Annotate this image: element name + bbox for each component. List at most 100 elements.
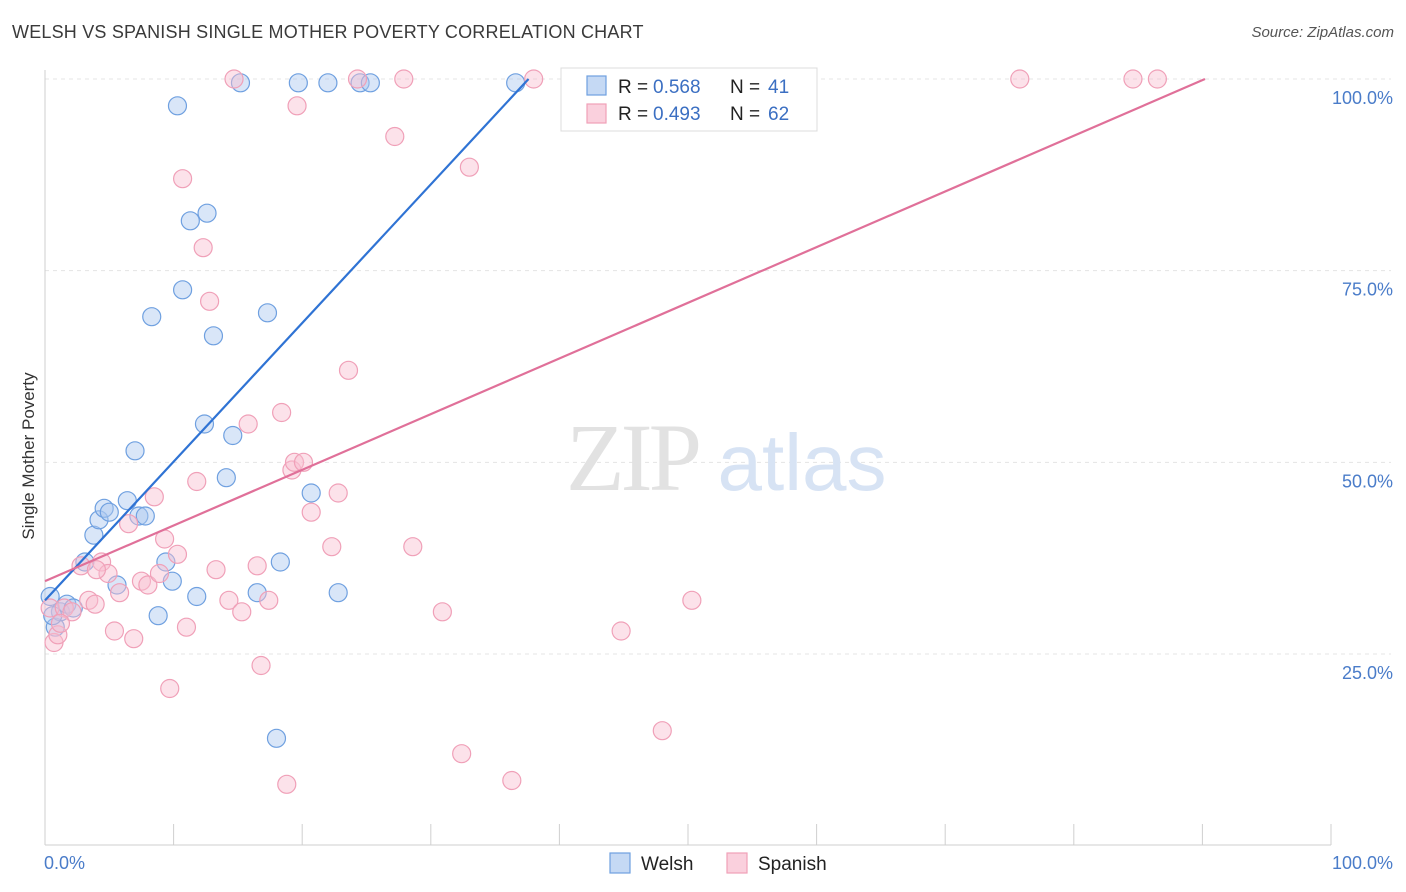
trend-lines: [44, 77, 1206, 602]
spanish-point-23: [187, 471, 207, 492]
welsh-point-31: [270, 552, 290, 572]
legend-r-value-spanish: 0.493: [653, 104, 701, 125]
spanish-point-53: [611, 621, 631, 641]
y-axis-label: Single Mother Poverty: [19, 372, 38, 540]
spanish-point-60: [86, 560, 107, 580]
welsh-point-22: [187, 586, 207, 607]
legend-n-value-welsh: 41: [768, 77, 789, 98]
spanish-point-32: [251, 655, 271, 676]
welsh-point-7: [89, 510, 109, 530]
y-tick-label-25: 25.0%: [1342, 663, 1393, 683]
welsh-point-12: [125, 441, 145, 461]
welsh-point-33: [288, 73, 308, 93]
spanish-point-26: [206, 560, 226, 580]
welsh-point-39: [506, 73, 526, 93]
spanish-point-61: [50, 613, 71, 633]
spanish-point-33: [259, 590, 279, 610]
spanish-point-10: [104, 621, 125, 641]
spanish-point-46: [394, 69, 414, 89]
welsh-point-15: [142, 307, 162, 327]
welsh-trend-line: [44, 78, 530, 602]
spanish-point-4: [62, 602, 82, 622]
welsh-point-11: [117, 491, 137, 511]
chart-title: WELSH VS SPANISH SINGLE MOTHER POVERTY C…: [12, 22, 644, 42]
welsh-point-25: [203, 326, 224, 346]
welsh-point-16: [148, 606, 168, 626]
spanish-point-20: [167, 544, 188, 564]
spanish-point-54: [652, 721, 672, 741]
welsh-point-30: [257, 303, 278, 323]
legend-swatch-welsh: [586, 75, 607, 96]
welsh-point-38: [360, 73, 380, 93]
legend-swatch-spanish: [586, 103, 607, 124]
spanish-point-59: [1147, 69, 1167, 89]
spanish-point-12: [118, 514, 139, 534]
spanish-point-35: [277, 774, 297, 794]
watermark-atlas: atlas: [718, 418, 887, 507]
tick-labels: 25.0% 50.0% 75.0% 100.0% 0.0% 100.0%: [44, 88, 1393, 873]
welsh-point-21: [180, 211, 200, 231]
welsh-point-1: [45, 617, 65, 637]
spanish-point-25: [200, 291, 220, 311]
welsh-point-35: [318, 73, 338, 93]
welsh-point-13: [129, 506, 149, 526]
spanish-point-52: [524, 69, 544, 89]
spanish-point-43: [338, 360, 359, 380]
spanish-point-28: [224, 69, 244, 89]
legend-r-label-spanish: R =: [618, 104, 648, 125]
welsh-point-23: [194, 414, 215, 434]
welsh-point-19: [167, 96, 188, 116]
welsh-point-20: [173, 280, 193, 300]
welsh-point-17: [156, 552, 176, 572]
welsh-point-24: [197, 203, 217, 223]
watermark-zip: ZIP: [566, 404, 699, 511]
spanish-point-24: [193, 238, 213, 258]
spanish-point-34: [272, 402, 292, 423]
spanish-point-41: [322, 537, 342, 557]
spanish-point-30: [238, 414, 258, 434]
series-legend-swatch-welsh: [609, 852, 631, 874]
spanish-point-11: [109, 583, 130, 603]
welsh-point-0: [40, 586, 60, 607]
spanish-point-7: [85, 594, 105, 614]
data-points: [40, 69, 1167, 794]
series-legend-label-spanish: Spanish: [758, 854, 827, 875]
spanish-point-45: [385, 126, 405, 147]
series-legend-label-welsh: Welsh: [641, 854, 693, 875]
spanish-point-44: [347, 69, 368, 89]
welsh-point-8: [94, 498, 114, 518]
spanish-point-51: [502, 770, 522, 791]
spanish-point-55: [682, 590, 702, 610]
y-tick-label-50: 50.0%: [1342, 471, 1393, 491]
spanish-point-57: [1010, 69, 1030, 89]
y-tick-label-75: 75.0%: [1342, 280, 1393, 300]
spanish-point-40: [301, 502, 321, 522]
welsh-point-34: [301, 483, 321, 503]
legend-n-label-spanish: N =: [730, 104, 760, 125]
spanish-point-47: [403, 537, 423, 557]
welsh-point-29: [247, 583, 267, 603]
welsh-point-6: [84, 525, 104, 545]
spanish-point-19: [160, 678, 180, 699]
spanish-point-58: [1123, 69, 1143, 89]
welsh-point-32: [266, 728, 287, 748]
spanish-point-48: [432, 602, 452, 622]
welsh-point-9: [99, 502, 119, 522]
legend-r-label-welsh: R =: [618, 77, 648, 98]
welsh-point-26: [216, 468, 236, 488]
spanish-point-21: [173, 169, 193, 189]
spanish-point-42: [328, 483, 348, 503]
spanish-point-31: [247, 556, 267, 576]
welsh-point-27: [223, 425, 243, 446]
welsh-point-40: [43, 606, 63, 626]
source-label: Source: ZipAtlas.com: [1251, 24, 1394, 41]
spanish-point-22: [176, 617, 197, 637]
spanish-trend-line: [44, 77, 1206, 583]
spanish-point-17: [149, 563, 170, 584]
spanish-point-50: [459, 157, 479, 177]
spanish-point-29: [232, 602, 252, 622]
spanish-point-13: [124, 629, 144, 649]
spanish-point-2: [48, 625, 68, 645]
welsh-point-14: [135, 506, 155, 526]
x-tick-label-end: 100.0%: [1332, 853, 1393, 873]
